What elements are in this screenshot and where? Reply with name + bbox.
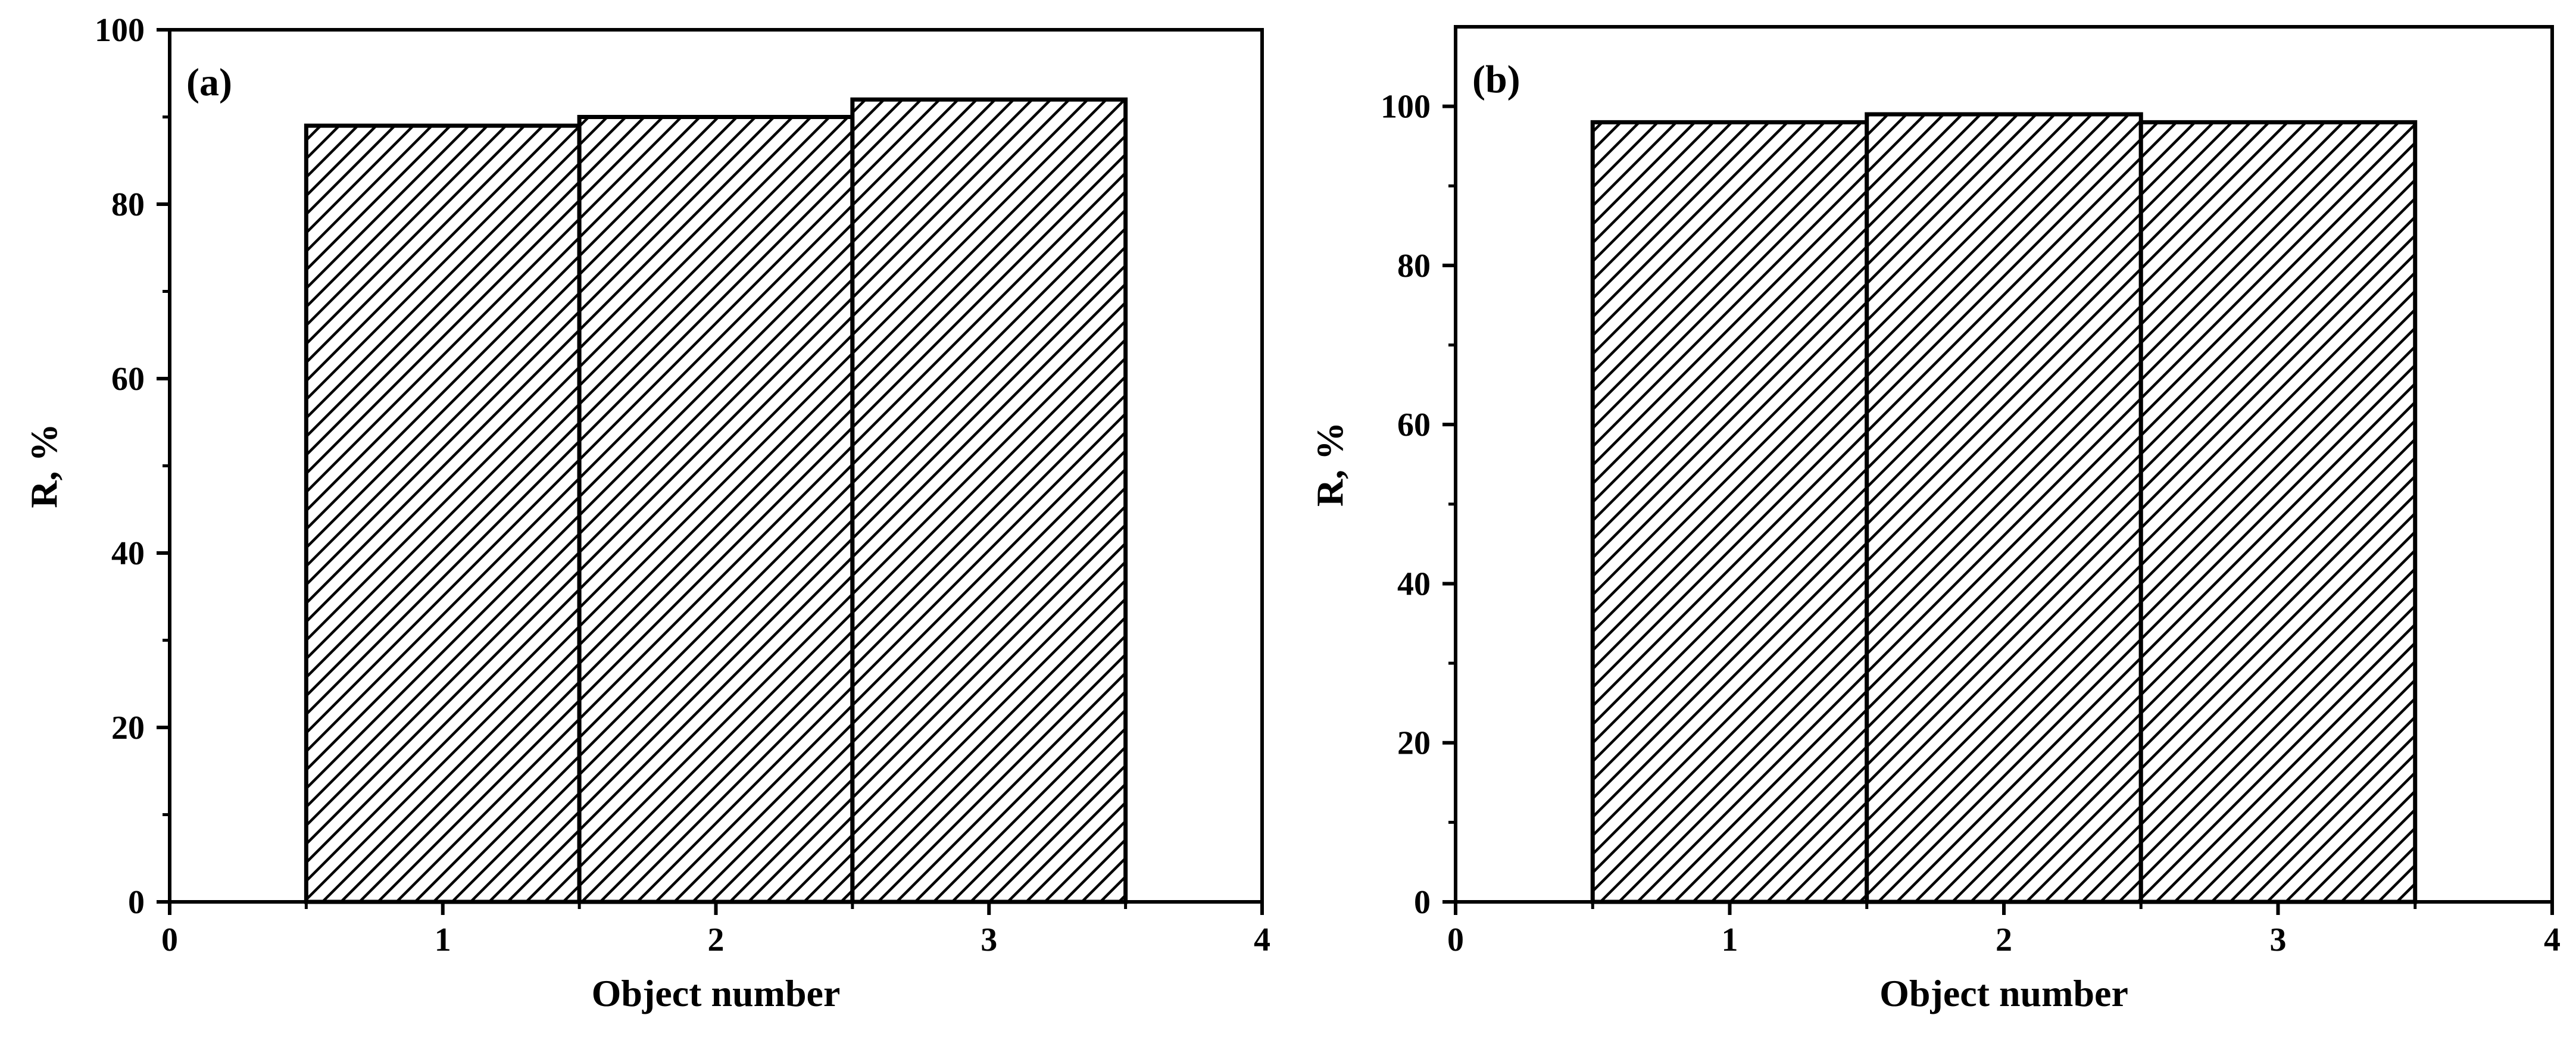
x-tick-label: 2 <box>1996 922 2012 958</box>
y-tick-label: 20 <box>111 710 145 746</box>
y-axis-title: R, % <box>23 423 65 508</box>
bar-object-3 <box>850 97 1128 904</box>
y-axis-ticks: 0 20 40 60 80 100 <box>1381 89 1456 921</box>
panel-label: (a) <box>186 61 232 104</box>
y-tick-label: 0 <box>1414 884 1431 921</box>
y-tick-label: 100 <box>1381 89 1431 126</box>
bar-object-2 <box>577 115 855 904</box>
chart-panel-a: 0 20 40 60 80 100 0 1 2 3 4 (a) Object number R, … <box>23 12 1270 1014</box>
y-axis-title: R, % <box>1309 422 1351 507</box>
bar-object-1 <box>304 123 582 904</box>
y-tick-label: 60 <box>111 361 145 398</box>
panel-label: (b) <box>1472 58 1520 101</box>
x-axis-ticks: 0 1 2 3 4 <box>161 902 1270 958</box>
y-tick-label: 60 <box>1397 407 1431 443</box>
y-tick-label: 40 <box>1397 566 1431 602</box>
y-tick-label: 40 <box>111 535 145 572</box>
y-tick-label: 80 <box>1397 248 1431 285</box>
y-tick-label: 0 <box>128 884 145 921</box>
y-axis-ticks: 0 20 40 60 80 100 <box>95 12 170 921</box>
x-tick-label: 1 <box>435 922 451 958</box>
x-axis-title: Object number <box>1879 972 2128 1014</box>
x-axis-title: Object number <box>592 972 841 1014</box>
bars-group <box>304 97 1128 904</box>
y-tick-label: 20 <box>1397 725 1431 762</box>
bars-group <box>1590 112 2418 904</box>
x-tick-label: 2 <box>708 922 725 958</box>
bar-object-1 <box>1590 120 1869 904</box>
x-axis-ticks: 0 1 2 3 4 <box>1447 902 2561 958</box>
x-tick-label: 1 <box>1722 922 1738 958</box>
x-tick-label: 3 <box>2270 922 2287 958</box>
y-tick-label: 100 <box>95 12 145 49</box>
y-tick-label: 80 <box>111 186 145 223</box>
x-tick-label: 4 <box>1254 922 1270 958</box>
bar-object-2 <box>1865 112 2143 904</box>
x-tick-label: 4 <box>2544 922 2561 958</box>
x-tick-label: 3 <box>981 922 997 958</box>
chart-panel-b: 0 20 40 60 80 100 0 1 2 3 4 (b) Object number R, … <box>1309 25 2561 1014</box>
bar-object-3 <box>2138 120 2418 904</box>
x-tick-label: 0 <box>1447 922 1464 958</box>
x-tick-label: 0 <box>161 922 178 958</box>
